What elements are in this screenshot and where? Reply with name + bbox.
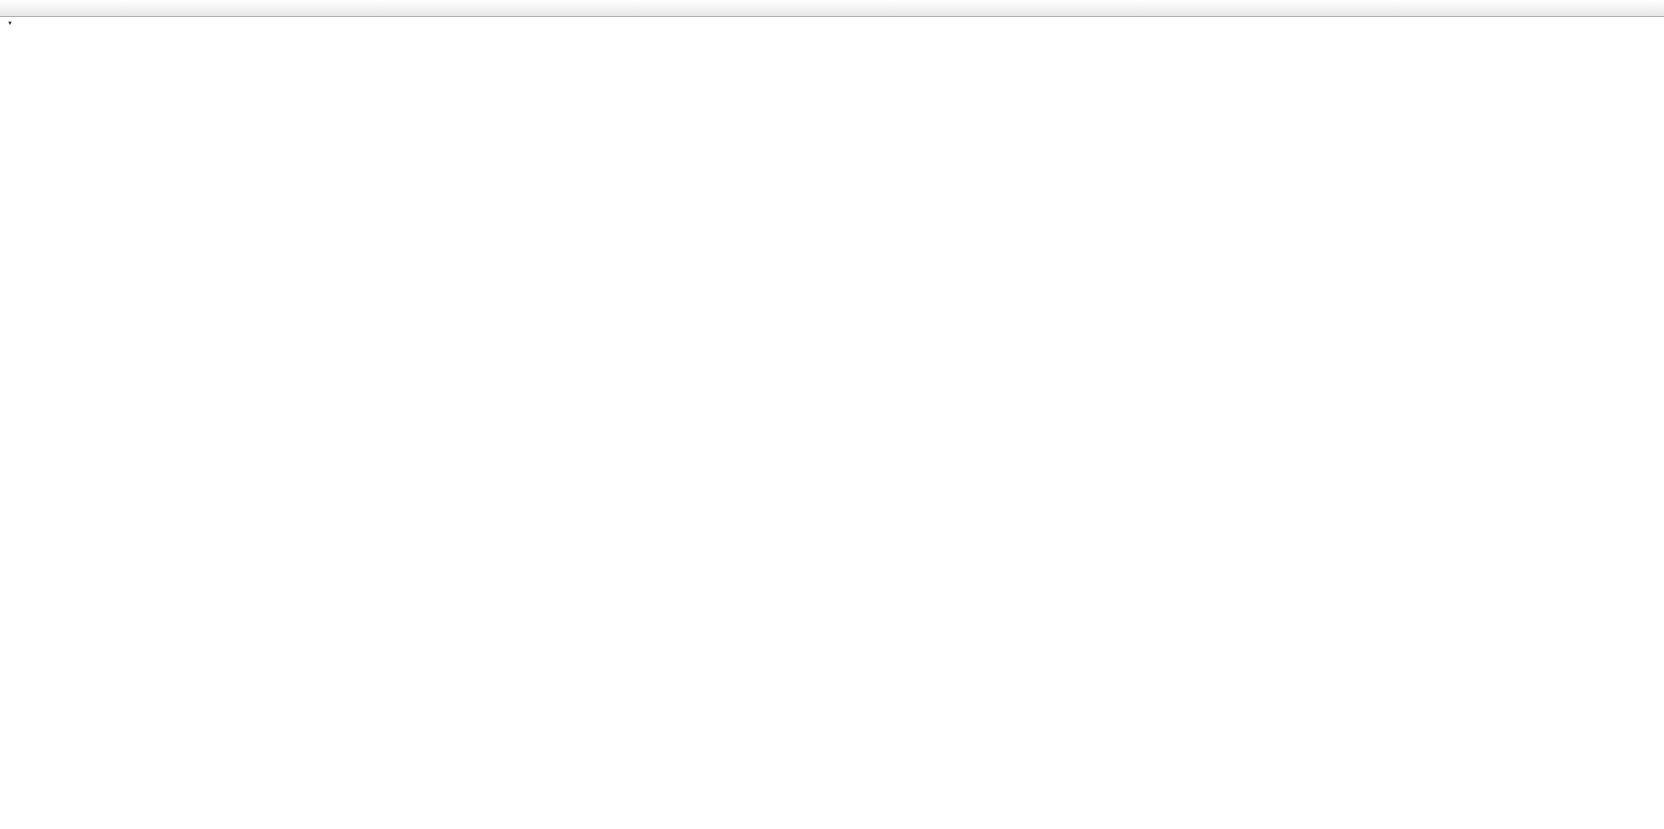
- collapse-chart-icon[interactable]: ▼: [7, 21, 13, 27]
- main-toolbar: [0, 0, 1664, 17]
- symbol-header: ▼: [7, 21, 17, 27]
